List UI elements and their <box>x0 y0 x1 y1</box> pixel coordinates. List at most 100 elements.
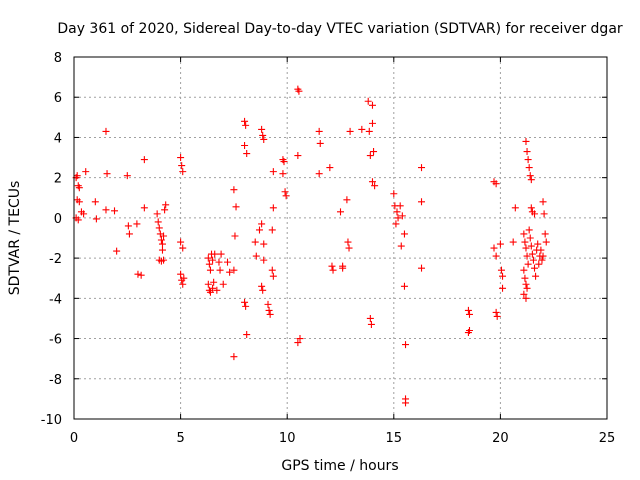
data-point <box>255 226 263 234</box>
data-point <box>398 212 406 220</box>
data-point <box>177 270 185 278</box>
data-point <box>329 266 337 274</box>
data-point <box>465 327 473 335</box>
x-tick-label: 0 <box>70 431 78 446</box>
y-tick-label: -2 <box>49 252 62 267</box>
data-point <box>368 178 376 186</box>
data-point <box>393 208 401 216</box>
data-point <box>531 210 539 218</box>
data-point <box>230 353 238 361</box>
y-tick-label: 4 <box>54 131 62 146</box>
data-point <box>396 202 404 210</box>
data-point <box>328 262 336 270</box>
data-point <box>268 266 276 274</box>
data-point <box>125 230 133 238</box>
data-point <box>179 280 187 288</box>
data-point <box>217 250 225 258</box>
x-tick-label: 15 <box>386 431 403 446</box>
data-point <box>178 162 186 170</box>
x-tick-label: 5 <box>176 431 184 446</box>
data-point <box>521 238 529 246</box>
data-point <box>524 260 532 268</box>
data-point <box>241 141 249 149</box>
y-tick-label: -10 <box>41 413 62 428</box>
y-axis-label: SDTVAR / TECUs <box>7 181 23 296</box>
data-point <box>346 127 354 135</box>
data-point <box>418 198 426 206</box>
data-point <box>158 246 166 254</box>
data-point <box>268 226 276 234</box>
data-point <box>258 282 266 290</box>
data-point <box>525 226 533 234</box>
data-point <box>269 272 277 280</box>
data-point <box>242 121 250 129</box>
data-point <box>511 204 519 212</box>
data-point <box>370 148 378 156</box>
data-point <box>282 192 290 200</box>
data-point <box>535 260 543 268</box>
data-point <box>231 232 239 240</box>
data-point <box>103 170 111 178</box>
data-point <box>343 196 351 204</box>
data-point <box>160 232 168 240</box>
data-point <box>279 170 287 178</box>
data-point <box>140 156 148 164</box>
data-point <box>390 190 398 198</box>
data-point <box>124 222 132 230</box>
data-point <box>527 176 535 184</box>
data-point <box>206 266 214 274</box>
data-point <box>113 247 121 255</box>
data-point <box>345 244 353 252</box>
data-point <box>496 240 504 248</box>
data-point <box>242 302 250 310</box>
data-point <box>400 230 408 238</box>
data-point <box>337 208 344 216</box>
data-point <box>529 256 537 264</box>
data-point <box>162 201 170 209</box>
data-point <box>523 284 531 292</box>
data-point <box>280 158 288 166</box>
data-point <box>260 135 268 143</box>
y-tick-label: 0 <box>54 212 62 227</box>
data-point <box>532 272 540 280</box>
data-point <box>521 274 529 282</box>
data-point <box>160 256 168 264</box>
data-point <box>365 127 373 135</box>
data-point <box>525 164 533 172</box>
data-point <box>265 306 273 314</box>
data-point <box>490 244 498 252</box>
data-point <box>243 331 251 339</box>
data-point <box>368 101 376 109</box>
data-point <box>259 286 267 294</box>
data-point <box>315 170 323 178</box>
data-point <box>230 186 238 194</box>
data-point <box>523 148 531 156</box>
data-point <box>133 220 141 228</box>
data-point <box>230 266 238 274</box>
data-point <box>252 252 260 260</box>
data-point <box>402 341 410 349</box>
data-point <box>537 246 545 254</box>
data-point <box>522 244 530 252</box>
data-point <box>260 240 268 248</box>
data-point <box>520 290 528 298</box>
data-point <box>541 230 549 238</box>
data-point <box>527 242 535 250</box>
data-point <box>209 284 217 292</box>
data-point <box>418 264 426 272</box>
data-point <box>219 280 227 288</box>
data-point <box>205 260 213 268</box>
data-point <box>82 168 90 176</box>
data-point <box>258 125 266 133</box>
data-point <box>394 214 402 222</box>
data-point <box>542 238 550 246</box>
data-points <box>72 85 550 407</box>
data-point <box>111 207 119 215</box>
y-tick-label: -6 <box>49 333 62 348</box>
data-point <box>153 210 161 218</box>
data-point <box>269 204 277 212</box>
data-point <box>243 150 251 158</box>
data-point <box>259 131 267 139</box>
data-point <box>260 256 268 264</box>
data-point <box>266 310 274 318</box>
